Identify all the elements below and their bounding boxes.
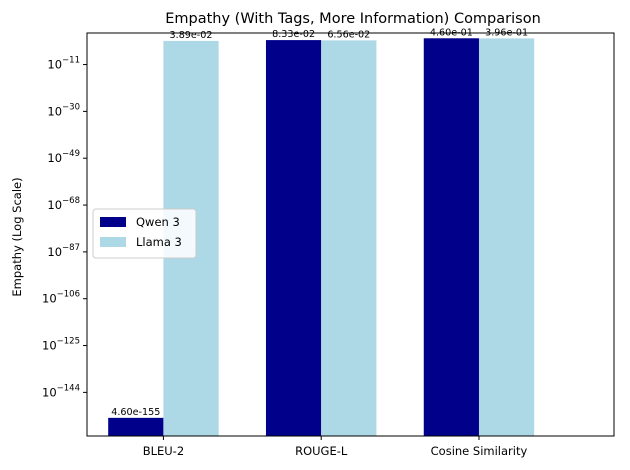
chart-title: Empathy (With Tags, More Information) Co… bbox=[165, 11, 541, 27]
bar-qwen-3-rouge-l bbox=[265, 40, 322, 436]
axes-frame bbox=[86, 32, 615, 437]
y-tick-label: 10−11 bbox=[47, 56, 80, 72]
bar-qwen-3-bleu-2 bbox=[108, 417, 164, 436]
x-tick-label: ROUGE-L bbox=[295, 444, 348, 458]
legend-label: Llama 3 bbox=[136, 235, 182, 249]
y-tick-label: 10−144 bbox=[42, 383, 80, 399]
bar-value-label: 3.89e-02 bbox=[170, 30, 213, 41]
legend-label: Qwen 3 bbox=[136, 215, 180, 229]
y-tick-label: 10−87 bbox=[47, 243, 80, 259]
bar-qwen-3-cosine-similarity bbox=[423, 38, 479, 436]
y-tick-label: 10−68 bbox=[47, 196, 80, 212]
y-tick-label: 10−125 bbox=[42, 337, 80, 353]
x-tick-label: Cosine Similarity bbox=[431, 444, 528, 458]
bar-llama-3-rouge-l bbox=[321, 40, 377, 436]
y-axis-label: Empathy (Log Scale) bbox=[10, 177, 24, 296]
x-tick-label: BLEU-2 bbox=[143, 444, 184, 458]
y-tick-label: 10−49 bbox=[47, 149, 80, 165]
bar-value-label: 8.33e-02 bbox=[272, 29, 315, 40]
bar-llama-3-cosine-similarity bbox=[478, 38, 535, 436]
y-tick-label: 10−106 bbox=[42, 290, 80, 306]
legend-swatch bbox=[100, 237, 126, 247]
bar-value-label: 4.60e-155 bbox=[111, 407, 160, 418]
y-tick-label: 10−30 bbox=[47, 102, 80, 118]
plot-area: 4.60e-155 3.89e-02 BLEU-2 8.33e-02 6.56e-02 R… bbox=[42, 27, 615, 458]
legend: Qwen 3 Llama 3 bbox=[92, 208, 197, 259]
bar-value-label: 6.56e-02 bbox=[327, 29, 370, 40]
legend-swatch bbox=[100, 217, 126, 227]
